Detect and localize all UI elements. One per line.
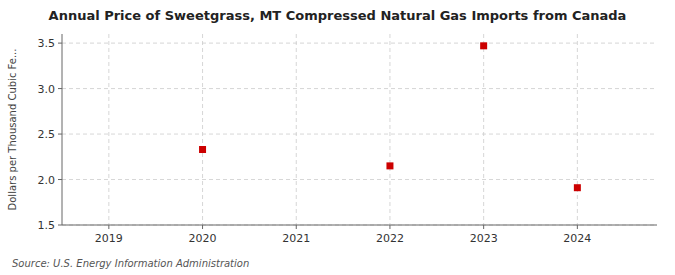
- grid-line: [62, 88, 657, 89]
- grid-line: [483, 34, 484, 225]
- tick: [58, 179, 62, 180]
- tick: [58, 88, 62, 89]
- grid-line: [62, 43, 657, 44]
- tick-label: 2023: [470, 232, 498, 245]
- tick: [389, 225, 390, 229]
- source: Source: U.S. Energy Information Administ…: [12, 258, 249, 269]
- tick-label: 2019: [95, 232, 123, 245]
- point: [386, 162, 393, 169]
- tick: [58, 134, 62, 135]
- tick-label: 2.5: [38, 128, 56, 141]
- tick-label: 2024: [563, 232, 591, 245]
- tick: [58, 43, 62, 44]
- tick-label: 3.0: [38, 83, 56, 96]
- title: Annual Price of Sweetgrass, MT Compresse…: [49, 8, 627, 23]
- tick-label: 2021: [282, 232, 310, 245]
- grid: [62, 34, 657, 225]
- tick: [58, 225, 62, 226]
- tick: [108, 225, 109, 229]
- grid-line: [62, 179, 657, 180]
- grid-line: [389, 34, 390, 225]
- tick: [483, 225, 484, 229]
- tick-label: 3.5: [38, 37, 56, 50]
- points: [199, 42, 581, 191]
- grid-line: [108, 34, 109, 225]
- chart: Annual Price of Sweetgrass, MT Compresse…: [0, 0, 675, 275]
- tick: [577, 225, 578, 229]
- x-axis-line: [62, 225, 657, 226]
- tick-label: 2.0: [38, 174, 56, 187]
- tick-label: 1.5: [38, 219, 56, 232]
- grid-line: [577, 34, 578, 225]
- point: [480, 42, 487, 49]
- y-axis-label: Dollars per Thousand Cubic Fe...: [7, 49, 18, 211]
- grid-line: [62, 225, 657, 226]
- grid-line: [296, 34, 297, 225]
- tick-label: 2022: [376, 232, 404, 245]
- grid-line: [202, 34, 203, 225]
- tick: [202, 225, 203, 229]
- point: [574, 184, 581, 191]
- axes: 1.5 2.0 2.5 3.0 3.5 2019 2020 2021 2022 2023 2024: [38, 34, 658, 245]
- point: [199, 146, 206, 153]
- tick-label: 2020: [189, 232, 217, 245]
- y-axis-line: [62, 34, 63, 225]
- grid-line: [62, 134, 657, 135]
- tick: [296, 225, 297, 229]
